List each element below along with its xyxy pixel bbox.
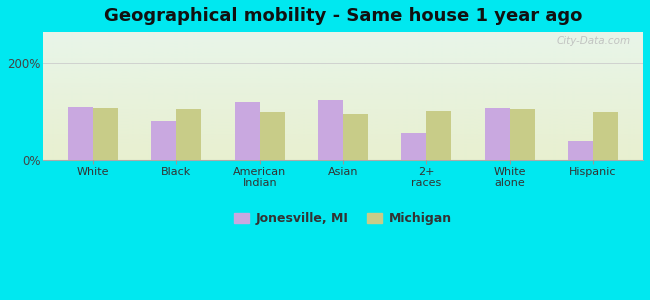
Title: Geographical mobility - Same house 1 year ago: Geographical mobility - Same house 1 yea… [104,7,582,25]
Bar [402,134,426,160]
Bar [260,112,285,160]
Text: City-Data.com: City-Data.com [557,36,631,46]
Bar [176,109,202,160]
Legend: Jonesville, MI, Michigan: Jonesville, MI, Michigan [229,207,457,230]
Bar [485,108,510,160]
Bar [68,107,93,160]
Bar [568,141,593,160]
Bar [426,111,451,160]
Bar [235,102,260,160]
Bar [151,121,176,160]
Bar [593,112,618,160]
Bar [318,100,343,160]
Bar [510,109,535,160]
Bar [343,114,368,160]
Bar [93,108,118,160]
